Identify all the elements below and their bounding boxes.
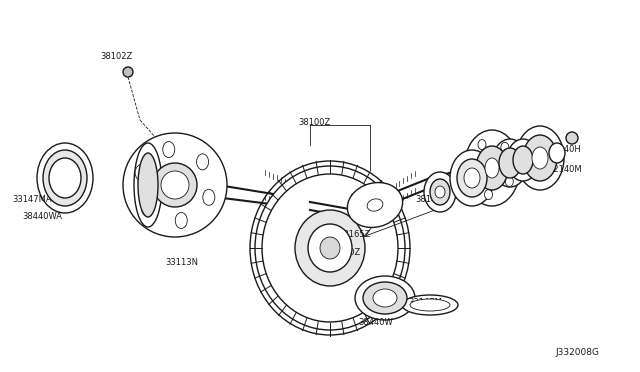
Ellipse shape [507,139,539,181]
Text: 38440WA: 38440WA [22,212,62,221]
Ellipse shape [123,133,227,237]
Text: 33147M: 33147M [408,298,442,307]
Ellipse shape [464,130,520,206]
Ellipse shape [37,143,93,213]
Text: 33147MA: 33147MA [12,195,52,204]
Ellipse shape [450,150,494,206]
Ellipse shape [468,168,476,178]
Ellipse shape [513,146,533,174]
Ellipse shape [373,289,397,307]
Ellipse shape [255,166,405,330]
Ellipse shape [457,159,487,197]
Ellipse shape [175,212,188,228]
Ellipse shape [478,140,486,150]
Ellipse shape [367,199,383,211]
Text: 38440W: 38440W [358,318,393,327]
Ellipse shape [430,179,450,205]
Ellipse shape [532,147,548,169]
Ellipse shape [485,158,499,178]
Ellipse shape [464,168,480,188]
Ellipse shape [355,276,415,320]
Ellipse shape [424,172,456,212]
Ellipse shape [523,135,557,181]
Ellipse shape [295,210,365,286]
Ellipse shape [501,142,509,152]
Ellipse shape [402,295,458,315]
Ellipse shape [141,200,154,216]
Ellipse shape [492,139,528,187]
Text: 38100Z: 38100Z [298,118,330,127]
Ellipse shape [43,150,87,206]
Ellipse shape [506,176,513,186]
Text: 38120Z: 38120Z [328,248,360,257]
Ellipse shape [410,299,450,311]
Text: 38102Z: 38102Z [100,52,132,61]
Ellipse shape [566,132,578,144]
Ellipse shape [134,143,162,227]
Ellipse shape [308,224,352,272]
Ellipse shape [516,126,564,190]
Ellipse shape [476,146,508,190]
Ellipse shape [484,190,493,200]
Ellipse shape [123,67,133,77]
Ellipse shape [138,153,158,217]
Ellipse shape [549,143,565,163]
Ellipse shape [435,186,445,198]
Ellipse shape [203,189,215,205]
Ellipse shape [49,158,81,198]
Text: 33113N: 33113N [165,258,198,267]
Ellipse shape [161,171,189,199]
Ellipse shape [499,148,521,178]
Ellipse shape [196,154,209,170]
Ellipse shape [363,282,407,314]
Ellipse shape [135,165,147,181]
Text: J332008G: J332008G [555,348,599,357]
Ellipse shape [163,142,175,158]
Text: 38140Z: 38140Z [415,195,447,204]
Ellipse shape [153,163,197,207]
Text: 32140H: 32140H [548,145,580,154]
Text: 38165Z: 38165Z [338,230,371,239]
Ellipse shape [348,183,403,227]
Ellipse shape [320,237,340,259]
Text: 32140M: 32140M [548,165,582,174]
